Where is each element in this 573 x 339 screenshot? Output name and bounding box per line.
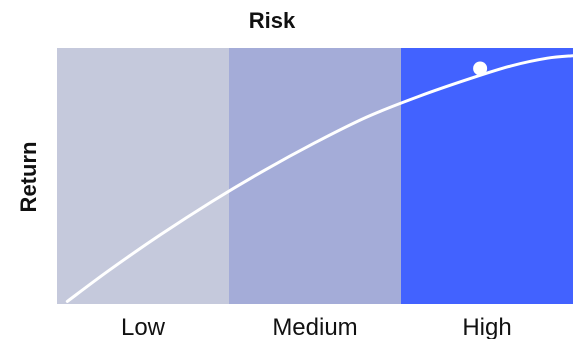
x-tick-label-high: High <box>462 314 511 339</box>
risk-zones <box>57 48 573 304</box>
y-axis-label: Return <box>16 142 41 213</box>
highlight-point <box>473 61 488 76</box>
zone-low <box>57 48 230 304</box>
zone-high <box>401 48 573 304</box>
x-tick-label-medium: Medium <box>272 314 357 339</box>
x-tick-labels: Low Medium High <box>121 314 512 339</box>
x-tick-label-low: Low <box>121 314 166 339</box>
zone-medium <box>229 48 402 304</box>
chart-title: Risk <box>249 8 296 33</box>
return-curve <box>65 54 573 303</box>
